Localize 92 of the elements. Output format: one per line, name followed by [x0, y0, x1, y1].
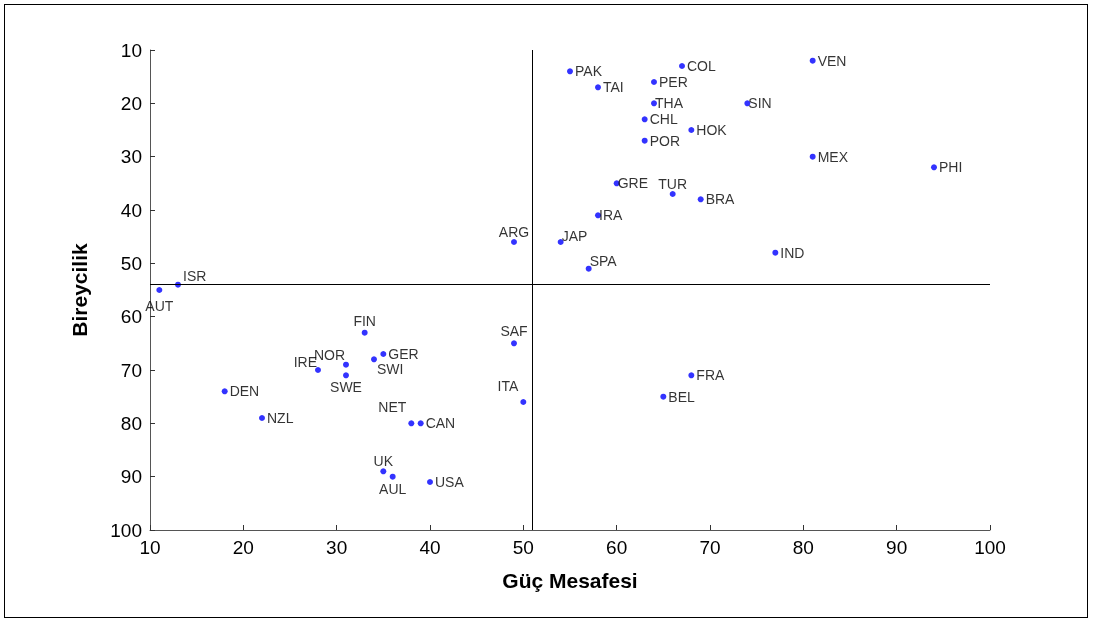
y-tick-label: 100: [110, 519, 142, 541]
y-tick-label: 50: [120, 252, 142, 274]
data-label: CAN: [425, 415, 456, 432]
data-label: ARG: [498, 224, 530, 240]
point: [343, 372, 349, 379]
data-label: CHL: [649, 111, 678, 128]
point: [361, 329, 368, 336]
point: [511, 340, 517, 347]
data-label: SWI: [377, 361, 404, 378]
data-label: NET: [378, 399, 407, 416]
y-tick-label: 90: [120, 466, 142, 488]
point: [389, 473, 396, 480]
y-tick-label: 20: [120, 92, 142, 114]
point: [221, 388, 228, 395]
data-label: SIN: [748, 95, 772, 112]
data-label: FIN: [353, 312, 376, 329]
point: [809, 57, 816, 64]
point: [380, 468, 387, 475]
data-label: HOK: [696, 122, 728, 138]
point: [417, 420, 424, 427]
data-label: VEN: [817, 52, 847, 69]
point: [585, 265, 592, 272]
point: [641, 116, 648, 123]
data-label: BEL: [668, 388, 696, 405]
y-tick-label: 70: [120, 359, 142, 381]
y-tick-label: 80: [120, 412, 142, 434]
data-label: NZL: [267, 410, 294, 426]
data-label: COL: [687, 58, 716, 74]
data-label: DEN: [229, 383, 260, 400]
data-label: JAP: [561, 228, 588, 244]
point: [697, 196, 704, 203]
point: [567, 68, 573, 75]
data-label: PHI: [939, 159, 963, 176]
data-label: PAK: [575, 63, 603, 80]
point: [259, 415, 265, 421]
data-label: AUL: [379, 480, 407, 497]
point: [156, 287, 163, 293]
data-label: POR: [649, 132, 681, 149]
x-tick-label: 70: [699, 537, 721, 558]
point: [315, 367, 321, 373]
data-label: MEX: [817, 148, 849, 165]
point: [371, 356, 377, 363]
point: [641, 137, 648, 144]
data-label: IND: [780, 244, 805, 261]
data-label: ITA: [497, 378, 519, 394]
data-label: TAI: [603, 79, 624, 96]
point: [408, 420, 415, 427]
point: [520, 399, 527, 405]
point: [660, 393, 667, 400]
data-label: THA: [655, 95, 684, 112]
data-label: FRA: [696, 367, 725, 384]
y-tick-label: 60: [120, 306, 142, 328]
point: [651, 79, 657, 85]
point: [343, 361, 349, 368]
x-tick-label: 40: [419, 537, 441, 558]
y-axis-title: Bireycilik: [68, 242, 91, 337]
point: [772, 249, 779, 256]
y-tick-label: 10: [120, 39, 142, 61]
point: [809, 153, 816, 160]
data-label: SAF: [500, 323, 528, 340]
point: [679, 63, 685, 69]
data-label: ISR: [183, 267, 207, 284]
data-label: GER: [388, 346, 419, 362]
data-label: USA: [435, 474, 465, 490]
point: [931, 164, 937, 171]
data-label: TUR: [658, 176, 688, 192]
x-tick-label: 80: [792, 537, 814, 558]
data-label: SPA: [589, 252, 618, 269]
data-label: BRA: [705, 191, 736, 208]
point: [688, 127, 695, 133]
data-label: SWE: [330, 379, 362, 396]
point: [380, 351, 387, 357]
y-tick-label: 30: [120, 146, 142, 168]
data-label: IRA: [599, 207, 623, 224]
point: [511, 239, 517, 245]
point: [688, 372, 695, 379]
point: [669, 191, 676, 197]
x-tick-label: 50: [512, 537, 534, 558]
data-label: GRE: [617, 175, 649, 192]
x-tick-label: 100: [974, 537, 1006, 558]
x-tick-label: 30: [326, 537, 348, 558]
x-tick-label: 10: [139, 537, 161, 558]
point: [557, 239, 564, 245]
x-tick-label: 60: [606, 537, 628, 558]
x-tick-label: 20: [232, 537, 254, 558]
point: [595, 84, 601, 91]
y-tick-label: 40: [120, 199, 142, 221]
point: [427, 479, 433, 485]
data-label: PER: [659, 74, 688, 90]
x-tick-label: 90: [886, 537, 908, 558]
data-label: UK: [373, 453, 394, 470]
x-axis-title: Güç Mesafesi: [502, 569, 638, 592]
